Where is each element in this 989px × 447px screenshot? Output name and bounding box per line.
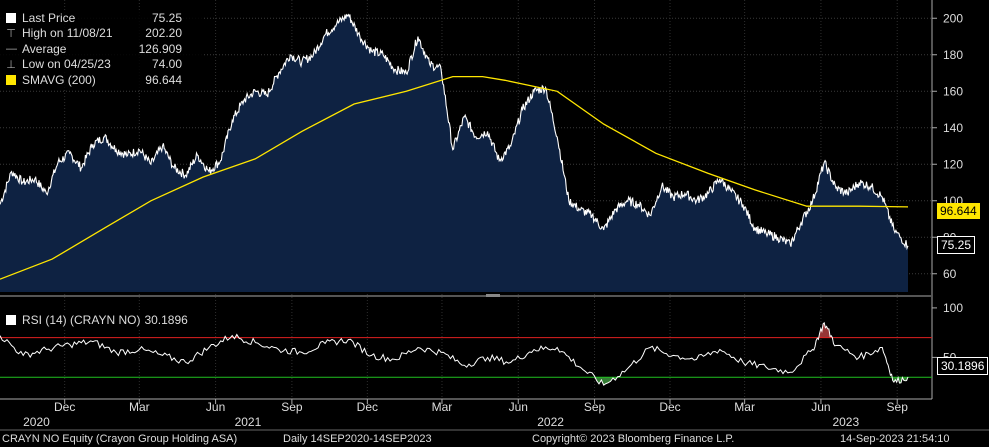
price-tick-label: 120 [943,157,963,171]
legend-row: ⊥ Low on 04/25/23 74.00 [0,57,202,73]
copyright-text: Copyright© 2023 Bloomberg Finance L.P. [532,433,735,445]
legend-value: 74.00 [151,57,182,72]
month-tick-label: Dec [54,400,75,414]
year-tick-label: 2022 [537,415,564,429]
month-tick-label: Jun [509,400,528,414]
price-tick-label: 180 [943,48,963,62]
price-tick-label: 160 [943,84,963,98]
legend-label: Last Price [22,10,76,25]
month-tick-label: Sep [281,400,303,414]
legend-swatch [6,74,16,85]
month-tick-label: Sep [887,400,909,414]
status-footer: CRAYN NO Equity (Crayon Group Holding AS… [0,432,989,447]
sma-line [0,75,909,280]
legend-value: 75.25 [151,10,182,25]
month-tick-label: Dec [659,400,680,414]
rsi-tick-label: 100 [943,301,963,315]
legend-label: Average [22,41,67,56]
legend-value: 126.909 [138,41,182,56]
timestamp: 14-Sep-2023 21:54:10 [840,433,950,445]
month-tick-label: Mar [734,400,755,414]
high-marker-icon: ⊤ [6,27,16,40]
chart-canvas: 608010012014016018020050100DecMarJunSepD… [0,0,989,432]
low-marker-icon: ⊥ [6,58,16,71]
legend-value: 202.20 [145,26,182,41]
month-tick-label: Mar [129,400,150,414]
month-tick-label: Sep [584,400,606,414]
month-tick-label: Mar [432,400,453,414]
legend-value: 96.644 [145,72,182,87]
rsi-legend-label: RSI (14) (CRAYN NO) [22,312,141,327]
sma-value-tag: 96.644 [937,203,980,219]
month-tick-label: Jun [811,400,830,414]
price-line [0,13,909,251]
price-legend: Last Price 75.25 ⊤ High on 11/08/21 202.20 — A… [0,10,202,88]
year-tick-label: 2023 [832,415,859,429]
legend-label: SMAVG (200) [22,72,96,87]
last-price-tag: 75.25 [937,236,976,254]
price-tick-label: 200 [943,11,963,25]
year-tick-label: 2021 [235,415,262,429]
panel-resize-handle [486,294,500,297]
legend-label: Low on 04/25/23 [22,57,111,72]
price-tick-label: 140 [943,121,963,135]
month-tick-label: Jun [206,400,225,414]
security-name: CRAYN NO Equity (Crayon Group Holding AS… [2,433,238,445]
rsi-value-tag: 30.1896 [937,357,989,375]
price-area [0,14,908,293]
legend-row: — Average 126.909 [0,41,202,57]
legend-row: Last Price 75.25 [0,10,202,26]
legend-label: High on 11/08/21 [22,26,113,41]
legend-row: SMAVG (200) 96.644 [0,72,202,88]
rsi-legend-value: 30.1896 [144,312,188,327]
rsi-legend-swatch [6,314,16,325]
legend-row: ⊤ High on 11/08/21 202.20 [0,26,202,42]
rsi-legend: RSI (14) (CRAYN NO) 30.1896 [0,312,208,328]
average-marker-icon: — [6,42,17,55]
date-range: Daily 14SEP2020-14SEP2023 [283,433,432,445]
price-tick-label: 60 [943,267,957,281]
month-tick-label: Dec [357,400,378,414]
rsi-line [0,321,909,386]
legend-swatch [6,12,16,23]
rsi-legend-row: RSI (14) (CRAYN NO) 30.1896 [0,312,208,328]
year-tick-label: 2020 [23,415,50,429]
